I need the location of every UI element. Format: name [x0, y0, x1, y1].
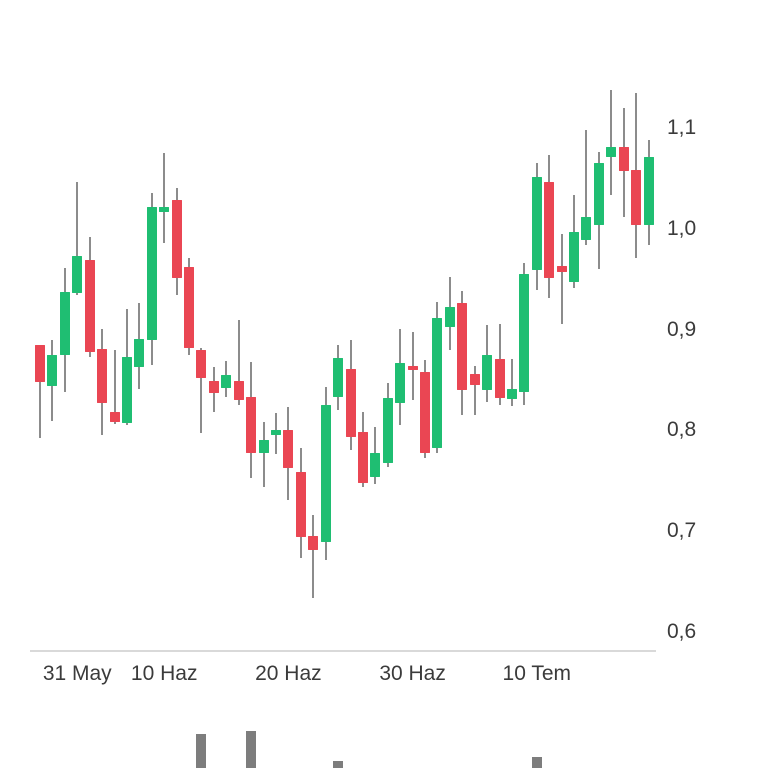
- candle-wick: [560, 233, 563, 324]
- candle-wick: [312, 515, 315, 598]
- candle-body-up: [432, 317, 443, 448]
- candle-wick: [262, 422, 265, 487]
- candle-body-up: [333, 357, 344, 398]
- candle-body-down: [345, 368, 356, 438]
- candle-body-up: [258, 440, 269, 453]
- candle-body-down: [184, 267, 195, 348]
- x-tick-label: 31 May: [42, 662, 112, 685]
- candle-body-up: [593, 163, 604, 225]
- candle-body-up: [569, 231, 580, 283]
- candle-body-up: [643, 157, 654, 225]
- candle-body-up: [581, 216, 592, 240]
- candle-body-up: [382, 398, 393, 463]
- candle-body-up: [221, 374, 232, 389]
- candle-body-up: [444, 307, 455, 327]
- candle-body-up: [47, 354, 58, 387]
- candle-body-up: [320, 405, 331, 543]
- candle-body-down: [308, 536, 319, 551]
- candle-body-up: [146, 206, 157, 340]
- x-tick-label: 10 Haz: [130, 662, 198, 685]
- candle-wick: [39, 344, 41, 439]
- candle-body-down: [494, 358, 505, 399]
- candle-body-up: [531, 177, 542, 271]
- candle-body-down: [171, 199, 182, 279]
- candle-body-down: [233, 381, 244, 401]
- candle-body-up: [121, 356, 132, 424]
- candle-wick: [585, 130, 588, 245]
- candle-body-down: [457, 303, 468, 391]
- candle-body-up: [606, 147, 617, 158]
- x-tick-label: 20 Haz: [255, 662, 322, 685]
- x-tick-label: 30 Haz: [379, 662, 446, 685]
- x-tick-label: 10 Tem: [502, 662, 572, 685]
- volume-bar: [196, 734, 207, 768]
- volume-bar: [333, 761, 344, 768]
- candle-body-up: [134, 338, 145, 367]
- x-axis-line: [30, 650, 656, 652]
- candle-body-down: [407, 365, 418, 370]
- candle-body-up: [270, 430, 281, 436]
- candle-body-down: [109, 412, 120, 423]
- candle-wick: [510, 358, 513, 407]
- candle-wick: [200, 347, 203, 434]
- candle-wick: [76, 182, 79, 296]
- candle-wick: [610, 89, 613, 195]
- candle-body-down: [420, 371, 431, 453]
- candle-body-down: [556, 266, 567, 273]
- candle-body-up: [395, 362, 406, 404]
- candle-body-down: [246, 397, 257, 453]
- candle-wick: [237, 319, 240, 406]
- y-tick-label: 0,7: [667, 519, 697, 543]
- candle-body-up: [59, 292, 70, 355]
- candle-body-up: [506, 389, 517, 400]
- candle-body-down: [196, 349, 207, 378]
- candle-body-down: [84, 260, 95, 352]
- candle-wick: [473, 365, 476, 416]
- candle-body-down: [357, 432, 368, 483]
- candle-body-up: [482, 354, 493, 391]
- candle-body-down: [544, 182, 555, 279]
- y-tick-label: 0,8: [667, 418, 697, 442]
- candle-body-down: [97, 348, 108, 404]
- candle-body-up: [370, 452, 381, 477]
- candle-body-up: [159, 206, 170, 212]
- y-tick-label: 1,1: [667, 116, 697, 139]
- candle-body-down: [631, 170, 642, 225]
- candle-body-up: [519, 274, 530, 393]
- candle-wick: [113, 349, 116, 425]
- y-tick-label: 1,0: [667, 216, 697, 240]
- candle-body-down: [35, 344, 45, 382]
- candle-wick: [163, 153, 166, 243]
- candle-body-up: [72, 256, 83, 294]
- candle-body-down: [283, 430, 294, 468]
- candle-body-down: [295, 471, 306, 538]
- y-tick-label: 0,9: [667, 317, 697, 341]
- candle-body-down: [469, 373, 480, 386]
- volume-bar: [246, 731, 257, 768]
- y-tick-label: 0,6: [667, 620, 697, 643]
- candle-body-down: [618, 147, 629, 172]
- candle-body-down: [208, 381, 219, 394]
- volume-bar: [531, 757, 542, 768]
